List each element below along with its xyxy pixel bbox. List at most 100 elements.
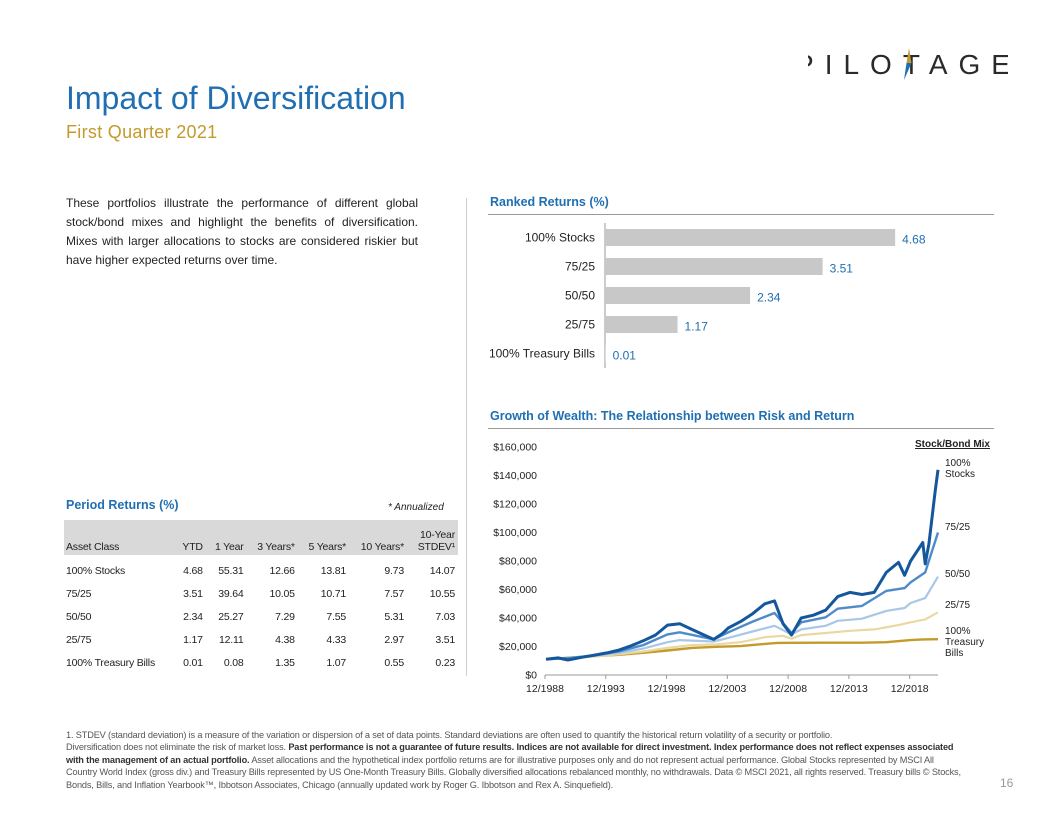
col-header-10-years: 10 Years* [349,520,407,555]
page-subtitle: First Quarter 2021 [66,122,218,142]
bar-2 [605,258,823,275]
col-header-stdev-line2: STDEV¹ [417,541,456,553]
ranked-returns-chart: 100% Stocks 4.68 75/25 3.51 50/50 2.34 25/75 1.… [489,223,926,368]
return-cell: 4.33 [326,633,347,646]
table-row: 25/75 1.17 12.11 4.38 4.33 2.97 3.51 [64,628,458,651]
x-tick-label: 12/1993 [587,683,625,695]
bar-value-label: 2.34 [757,291,781,305]
vertical-divider [466,198,467,676]
return-cell: 1.07 [326,656,347,669]
asset-class-cell: 25/75 [66,633,92,646]
growth-of-wealth-title: Growth of Wealth: The Relationship betwe… [490,409,855,423]
annualized-note: * Annualized [388,502,444,513]
bar-4 [605,316,678,333]
table-row: 50/50 2.34 25.27 7.29 7.55 5.31 7.03 [64,605,458,628]
return-cell: 7.55 [326,610,347,623]
y-tick-label: $0 [525,670,537,682]
y-tick-label: $80,000 [499,556,537,568]
label-75-25: 75/25 [945,522,970,533]
table-row: 100% Stocks 4.68 55.31 12.66 13.81 9.73 14.07 [64,555,458,582]
label-100-stocks-line1: 100% [945,458,971,469]
y-tick-label: $120,000 [493,499,537,511]
return-cell: 7.03 [435,610,455,623]
label-100-treasury-bills-line1: 100% [945,626,971,637]
col-header-ytd: YTD [174,520,206,555]
return-cell: 3.51 [435,633,455,646]
label-100-stocks-line2: Stocks [945,469,975,480]
line-25-75 [545,611,939,661]
growth-of-wealth-rule [488,428,994,429]
period-returns-title: Period Returns (%) [66,498,179,512]
col-header-stdev-line1: 10-Year [420,529,455,541]
label-100-treasury-bills-line3: Bills [945,648,963,659]
category-label: 100% Stocks [525,231,595,245]
footnote-disclosure: Diversification does not eliminate the r… [66,741,966,791]
label-50-50: 50/50 [945,569,970,580]
disclosure-text-bold: Past performance is not a guarantee of f… [66,742,954,765]
footnote-stdev: 1. STDEV (standard deviation) is a measu… [66,730,833,740]
return-cell: 2.97 [384,633,404,646]
compass-needle-icon [904,48,912,80]
asset-class-cell: 75/25 [66,587,92,600]
return-cell: 0.01 [183,656,203,669]
x-tick-label: 12/2008 [769,683,807,695]
table-row: 100% Treasury Bills 0.01 0.08 1.35 1.07 0.55 0… [64,651,458,674]
label-25-75: 25/75 [945,600,970,611]
return-cell: 7.29 [275,610,295,623]
ranked-returns-rule [488,214,994,215]
y-tick-label: $40,000 [499,613,537,625]
x-tick-label: 12/2013 [830,683,868,695]
y-tick-label: $160,000 [493,442,537,454]
return-cell: 7.57 [384,587,404,600]
x-tick-label: 12/1998 [648,683,686,695]
return-cell: 5.31 [384,610,404,623]
disclosure-text-end: Asset allocations and the hypothetical i… [66,754,961,790]
return-cell: 2.34 [183,610,203,623]
return-cell: 12.66 [269,564,295,577]
bar-3 [605,287,751,304]
asset-class-cell: 100% Stocks [66,564,126,577]
bar-value-label: 0.01 [613,349,637,363]
return-cell: 55.31 [218,564,244,577]
ranked-returns-title: Ranked Returns (%) [490,195,609,209]
line-75-25 [545,532,940,661]
x-tick-label: 12/1988 [526,683,564,695]
return-cell: 0.23 [435,656,455,669]
return-cell: 0.55 [384,656,404,669]
y-tick-label: $20,000 [499,641,537,653]
bar-value-label: 3.51 [830,262,854,276]
bar-5 [605,345,606,362]
return-cell: 1.17 [183,633,203,646]
y-tick-label: $60,000 [499,584,537,596]
table-header-row: Asset Class YTD 1 Year 3 Years* 5 Years*… [64,520,458,555]
category-label: 25/75 [565,318,595,332]
asset-class-cell: 50/50 [66,610,92,623]
asset-class-cell: 100% Treasury Bills [66,656,155,669]
bar-value-label: 1.17 [685,320,709,334]
page-title: Impact of Diversification [66,80,406,116]
growth-of-wealth-chart: $0 $20,000 $40,000 $60,000 $80,000 $100,000 $1… [493,439,990,695]
bar-value-label: 4.68 [902,233,926,247]
intro-paragraph: These portfolios illustrate the performa… [66,196,418,267]
x-tick-label: 12/2003 [708,683,746,695]
return-cell: 9.73 [384,564,404,577]
col-header-3-years: 3 Years* [246,520,298,555]
return-cell: 0.08 [223,656,244,669]
col-header-10-year-stdev: 10-Year STDEV¹ [406,520,458,555]
y-tick-label: $100,000 [493,527,537,539]
return-cell: 4.68 [183,564,203,577]
return-cell: 12.11 [219,633,244,646]
category-label: 50/50 [565,289,595,303]
legend-title: Stock/Bond Mix [915,439,990,450]
return-cell: 4.38 [275,633,295,646]
col-header-asset-class: Asset Class [64,520,175,555]
bar-1 [605,229,896,246]
page-number: 16 [1000,776,1014,790]
period-returns-table: Asset Class YTD 1 Year 3 Years* 5 Years*… [64,520,458,674]
pilotage-logo: PILOTAGE [808,48,1008,80]
col-header-1-year: 1 Year [205,520,247,555]
return-cell: 39.64 [218,587,244,600]
disclosure-text-start: Diversification does not eliminate the r… [66,742,289,753]
category-label: 100% Treasury Bills [489,347,595,361]
table-row: 75/25 3.51 39.64 10.05 10.71 7.57 10.55 [64,582,458,605]
